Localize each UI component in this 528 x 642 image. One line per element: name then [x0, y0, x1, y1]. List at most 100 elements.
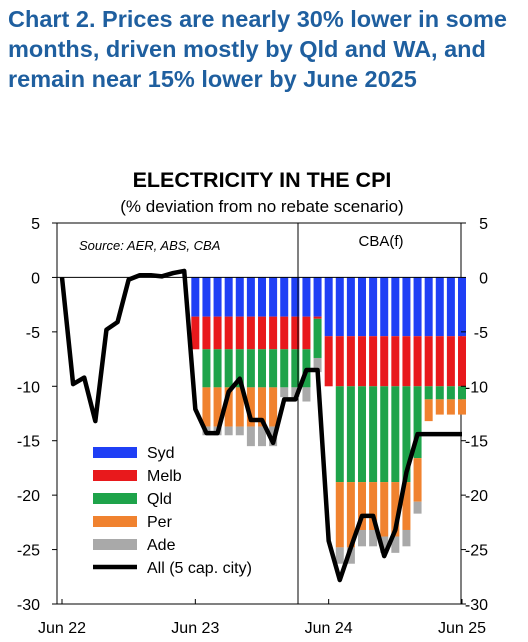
bar-segment-qld: [335, 386, 344, 483]
chart-headline: Chart 2. Prices are nearly 30% lower in …: [8, 6, 507, 92]
y-tick-label-right: -15: [465, 434, 488, 451]
bar-segment-syd: [258, 277, 266, 317]
bar-segment-ade: [291, 387, 300, 398]
bar-segment-syd: [435, 277, 444, 337]
bar-segment-ade: [302, 387, 311, 402]
bar-segment-qld: [358, 386, 366, 483]
legend: Syd Melb Qld Per Ade All (5 cap. city): [93, 445, 252, 577]
bar-segment-melb: [335, 336, 344, 387]
y-tick-label-left: -25: [17, 543, 40, 560]
bar-segment-per: [458, 399, 466, 415]
all-cities-line-layer: [59, 268, 462, 583]
legend-label: Melb: [147, 468, 182, 485]
chart-subtitle: (% deviation from no rebate scenario): [120, 197, 403, 216]
bar-segment-melb: [202, 316, 211, 350]
bar-segment-syd: [413, 277, 422, 337]
bar-segment-per: [224, 387, 233, 427]
legend-swatch-per: [93, 516, 137, 527]
legend-swatch-syd: [93, 447, 137, 458]
legend-label: Ade: [147, 537, 176, 554]
bar-segment-melb: [313, 316, 322, 319]
bar-segment-ade: [246, 426, 255, 447]
y-tick-label-right: 0: [479, 270, 488, 287]
bar-segment-syd: [458, 277, 466, 337]
x-tick-label: Jun 23: [171, 620, 219, 637]
bar-segment-syd: [235, 277, 244, 317]
bar-segment-qld: [435, 386, 444, 400]
bar-segment-qld: [458, 386, 466, 400]
bar-segment-qld: [269, 349, 278, 388]
y-tick-label-left: 0: [31, 270, 40, 287]
y-tick-label-left: -10: [17, 379, 40, 396]
bar-segment-ade: [358, 529, 366, 547]
bar-segment-syd: [291, 277, 300, 317]
axes: 5 5 0 0 -5 -5 -10 -10 -15 -15 -20 -20 -25 -25 -30 -30 Ju…: [17, 216, 488, 637]
bar-segment-per: [391, 482, 400, 537]
bar-segment-melb: [458, 336, 466, 387]
bar-segment-per: [213, 387, 222, 427]
bar-segment-melb: [369, 336, 378, 387]
bar-segment-syd: [346, 277, 355, 337]
bar-segment-qld: [235, 349, 244, 388]
bar-segment-qld: [413, 386, 422, 459]
bar-segment-syd: [224, 277, 233, 317]
bar-segment-syd: [358, 277, 366, 337]
bar-segment-qld: [246, 349, 255, 388]
bar-segment-melb: [402, 336, 411, 387]
bar-segment-per: [335, 482, 344, 548]
bar-segment-melb: [435, 336, 444, 387]
bar-segment-qld: [402, 386, 411, 483]
bar-segment-syd: [324, 277, 333, 337]
bar-segment-qld: [346, 386, 355, 483]
legend-label: Qld: [147, 491, 172, 508]
bar-segment-syd: [246, 277, 255, 317]
bar-segment-per: [346, 482, 355, 548]
line-all-5-cap-city: [59, 268, 462, 583]
y-tick-label-right: -5: [474, 325, 488, 342]
y-tick-label-right: 5: [479, 216, 488, 233]
y-tick-label-left: 5: [31, 216, 40, 233]
bar-segment-ade: [313, 357, 322, 373]
bar-segment-melb: [424, 336, 433, 387]
bar-segment-ade: [402, 529, 411, 547]
bar-segment-qld: [291, 349, 300, 388]
bar-segment-melb: [413, 336, 422, 387]
bar-segment-ade: [335, 547, 344, 564]
y-tick-label-left: -5: [26, 325, 40, 342]
bar-segment-melb: [302, 316, 311, 350]
bar-segment-melb: [358, 336, 366, 387]
bar-segment-syd: [191, 277, 200, 317]
legend-label: Per: [147, 514, 173, 531]
bar-segment-ade: [346, 547, 355, 564]
bar-segment-qld: [258, 349, 266, 388]
bar-segment-syd: [202, 277, 211, 317]
bar-segment-qld: [213, 349, 222, 388]
bar-segment-per: [413, 458, 422, 502]
bar-segment-melb: [291, 316, 300, 350]
bar-segment-syd: [446, 277, 455, 337]
bar-segment-per: [369, 482, 378, 530]
bar-segment-qld: [369, 386, 378, 483]
chart-title: ELECTRICITY IN THE CPI: [133, 168, 392, 192]
bar-segment-per: [380, 482, 389, 537]
bar-segment-ade: [258, 426, 266, 447]
legend-swatch-qld: [93, 493, 137, 504]
bar-segment-per: [258, 387, 266, 427]
y-tick-label-right: -10: [465, 379, 488, 396]
y-tick-label-right: -20: [465, 488, 488, 505]
bar-segment-ade: [235, 426, 244, 436]
bar-segment-syd: [424, 277, 433, 337]
bar-segment-melb: [391, 336, 400, 387]
bar-segment-ade: [280, 387, 289, 398]
x-tick-label: Jun 25: [438, 620, 486, 637]
legend-label: Syd: [147, 445, 175, 462]
bar-segment-melb: [224, 316, 233, 350]
bar-segment-melb: [213, 316, 222, 350]
bar-segment-melb: [269, 316, 278, 350]
bar-segment-qld: [280, 349, 289, 388]
bar-segment-ade: [224, 426, 233, 436]
bar-segment-melb: [324, 336, 333, 387]
bar-segment-melb: [235, 316, 244, 350]
legend-label: All (5 cap. city): [147, 560, 252, 577]
